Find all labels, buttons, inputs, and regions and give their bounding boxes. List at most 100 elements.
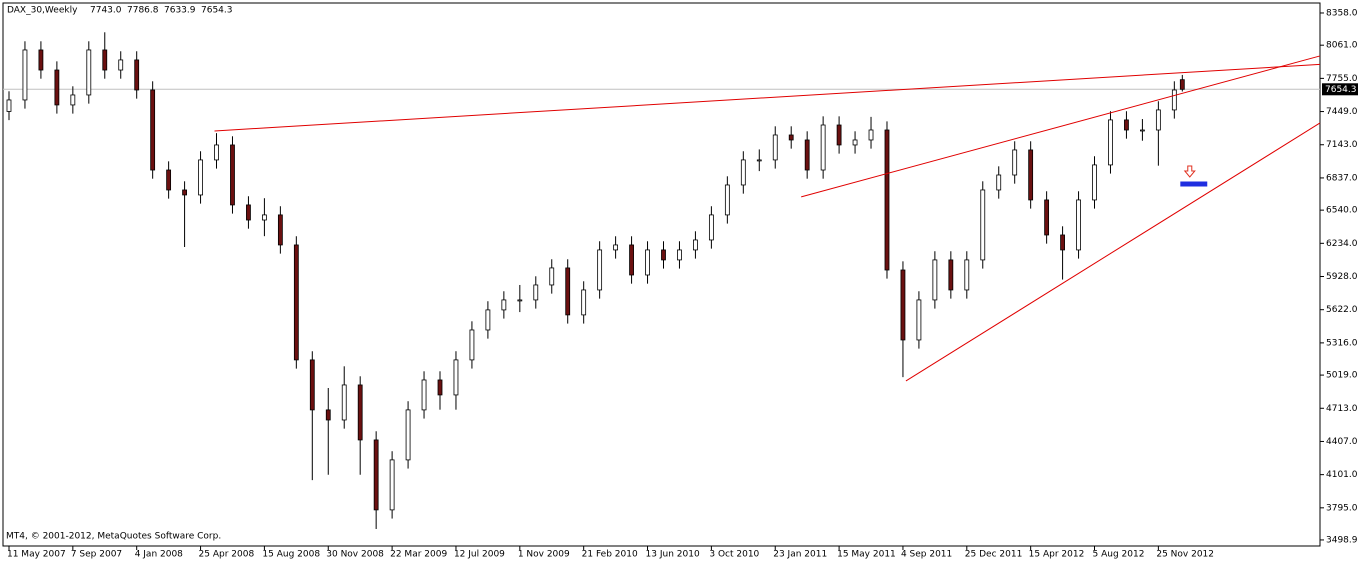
y-tick-label: 7755.0 <box>1326 74 1358 84</box>
candle-body <box>693 239 698 251</box>
candle-body <box>293 244 299 361</box>
candle-body <box>1092 164 1097 201</box>
candle-body <box>118 59 124 71</box>
x-tick-label: 21 Feb 2010 <box>582 550 638 560</box>
candle-body <box>182 189 187 196</box>
candle-body <box>6 99 12 112</box>
candle-body <box>22 49 28 101</box>
x-tick-label: 25 Nov 2012 <box>1156 550 1214 560</box>
candle-body <box>629 244 634 276</box>
candle-body <box>134 59 140 91</box>
price-tag-label: 7654.3 <box>1325 85 1357 95</box>
marker-arrow <box>1183 165 1196 178</box>
candle-body <box>661 249 666 261</box>
candle-body <box>916 299 922 341</box>
candle-body <box>389 459 395 511</box>
candle-body <box>357 384 363 441</box>
y-tick-label: 5622.0 <box>1326 305 1358 315</box>
x-tick-label: 3 Oct 2010 <box>709 550 759 560</box>
candle-body <box>309 359 315 411</box>
x-tick-label: 4 Sep 2011 <box>901 550 952 560</box>
ohlc-label: 7633.9 <box>164 6 196 16</box>
y-tick-label: 4713.0 <box>1326 404 1358 414</box>
candle-body <box>150 89 156 171</box>
candle-body <box>772 134 778 161</box>
candle-body <box>54 69 60 106</box>
candle-body <box>102 49 108 71</box>
y-tick-label: 5316.0 <box>1326 338 1358 348</box>
candle-body <box>405 409 411 461</box>
ohlc-label: 7786.8 <box>127 6 159 16</box>
x-tick-label: 30 Nov 2008 <box>326 550 384 560</box>
y-tick-label: 5019.0 <box>1326 371 1358 381</box>
x-tick-label: 4 Jan 2008 <box>135 550 183 560</box>
candle-body <box>1140 129 1145 132</box>
candle-body <box>708 214 714 241</box>
candle-body <box>70 94 76 106</box>
candle-body <box>38 49 44 71</box>
candle-body <box>437 379 443 396</box>
trend-line <box>214 63 1321 132</box>
candle-body <box>852 139 858 146</box>
candle-body <box>932 259 938 301</box>
candle-body <box>86 49 92 96</box>
candle-body <box>613 244 619 251</box>
candle-body <box>533 284 539 301</box>
x-tick-label: 7 Sep 2007 <box>71 550 122 560</box>
y-tick-label: 4407.0 <box>1326 437 1358 447</box>
candle-body <box>724 184 730 216</box>
candle-body <box>246 204 251 221</box>
candle-body <box>421 379 427 411</box>
y-tick-label: 7143.0 <box>1326 140 1358 150</box>
candle-body <box>166 169 172 191</box>
x-tick-label: 5 Aug 2012 <box>1093 550 1145 560</box>
x-tick-label: 13 Jun 2010 <box>646 550 700 560</box>
candle-body <box>788 134 794 141</box>
candle-body <box>1108 119 1113 166</box>
candle-body <box>469 329 475 361</box>
footer: MT4, © 2001-2012, MetaQuotes Software Co… <box>6 532 221 542</box>
candle-body <box>820 124 826 171</box>
candle-body <box>980 189 986 261</box>
x-tick-label: 15 May 2011 <box>837 550 896 560</box>
candle-body <box>1179 79 1185 90</box>
candle-body <box>341 384 347 421</box>
candle-body <box>964 259 970 291</box>
candle-body <box>1012 149 1018 176</box>
y-tick-label: 7449.0 <box>1326 107 1358 117</box>
x-tick-label: 23 Jan 2011 <box>773 550 827 560</box>
x-tick-label: 15 Apr 2012 <box>1029 550 1085 560</box>
x-tick-label: 15 Aug 2008 <box>262 550 320 560</box>
candle-body <box>597 249 603 291</box>
y-tick-label: 3498.9 <box>1326 535 1358 545</box>
candle-body <box>325 409 331 421</box>
candle-body <box>230 144 235 206</box>
candle-body <box>900 269 906 341</box>
x-tick-label: 11 May 2007 <box>7 550 66 560</box>
candle-body <box>756 159 762 162</box>
candle-body <box>740 159 746 186</box>
candle-body <box>198 159 203 196</box>
ohlc-label: 7743.0 <box>90 6 122 16</box>
candle-body <box>485 309 491 331</box>
price-tag <box>1322 83 1358 96</box>
trend-line <box>905 122 1321 382</box>
target-marker <box>1180 181 1208 187</box>
y-tick-label: 8358.0 <box>1326 8 1358 18</box>
candle-body <box>804 139 810 171</box>
y-tick-label: 6234.0 <box>1326 239 1358 249</box>
candle-body <box>1028 149 1034 201</box>
candle-body <box>1171 89 1177 111</box>
candle-body <box>677 249 682 261</box>
candle-body <box>517 299 523 302</box>
candle-body <box>948 259 954 291</box>
candle-body <box>581 289 587 316</box>
candle-body <box>262 214 267 221</box>
candle-body <box>565 267 571 316</box>
candle-body <box>214 144 219 161</box>
y-tick-label: 8061.0 <box>1326 41 1358 51</box>
candle-body <box>996 174 1002 191</box>
candle-body <box>868 129 874 141</box>
trend-line <box>801 55 1321 198</box>
